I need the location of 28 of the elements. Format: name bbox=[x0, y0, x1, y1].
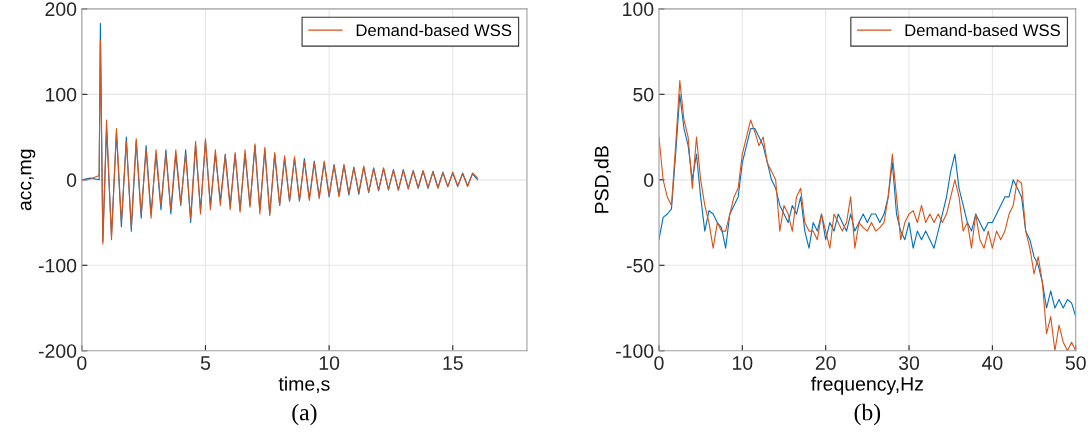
x-tick-label: 10 bbox=[319, 356, 340, 370]
y-tick-label: -100 bbox=[38, 258, 77, 273]
y-axis-title: acc,mg bbox=[20, 149, 36, 211]
x-tick-label: 15 bbox=[443, 356, 463, 370]
y-tick-label: -50 bbox=[626, 258, 654, 273]
x-tick-label: 0 bbox=[654, 356, 664, 370]
y-tick-label: 50 bbox=[633, 87, 654, 102]
text: (b) bbox=[854, 403, 881, 426]
y-tick-label: 100 bbox=[623, 2, 654, 17]
x-tick-label: 5 bbox=[200, 356, 211, 370]
legend-label: Demand-based WSS bbox=[356, 23, 512, 37]
x-tick-label: 0 bbox=[77, 356, 87, 370]
x-tick-label: 20 bbox=[815, 356, 836, 370]
y-tick-label: 200 bbox=[45, 2, 77, 17]
x-axis-title: time,s bbox=[278, 376, 330, 394]
y-axis-title: PSD,dB bbox=[594, 146, 611, 213]
x-axis-title: frequency,Hz bbox=[811, 376, 923, 395]
y-tick-label: -200 bbox=[38, 344, 77, 358]
x-tick-label: 30 bbox=[898, 356, 920, 370]
y-tick-label: -100 bbox=[616, 344, 654, 358]
x-tick-label: 10 bbox=[732, 356, 753, 370]
y-tick-label: 0 bbox=[66, 173, 77, 188]
legend-label: Demand-based WSS bbox=[905, 23, 1060, 37]
y-tick-label: 0 bbox=[644, 173, 654, 188]
text: (a) bbox=[292, 403, 317, 426]
y-tick-label: 100 bbox=[46, 87, 77, 102]
x-tick-label: 50 bbox=[1065, 356, 1086, 370]
x-tick-label: 40 bbox=[982, 356, 1003, 370]
